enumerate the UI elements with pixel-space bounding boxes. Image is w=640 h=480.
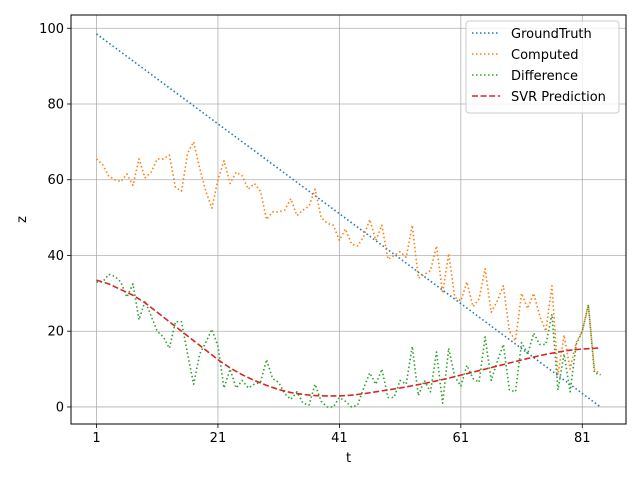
- y-tick-label: 20: [47, 325, 64, 340]
- x-tick-label: 61: [453, 431, 470, 446]
- series-layer: [95, 33, 602, 408]
- legend-label-difference: Difference: [511, 69, 578, 84]
- y-tick-label: 40: [47, 249, 64, 264]
- y-tick-label: 0: [56, 400, 64, 415]
- series-line-groundtruth: [96, 33, 601, 408]
- series-line-svr-prediction: [96, 279, 601, 397]
- x-tick-label: 21: [210, 431, 227, 446]
- plot-frame: [70, 14, 627, 425]
- legend-label-groundtruth: GroundTruth: [511, 27, 592, 42]
- x-axis-label: t: [346, 451, 351, 466]
- series-line-difference: [96, 273, 601, 408]
- y-tick-label: 60: [47, 173, 64, 188]
- y-axis-label: z: [15, 216, 30, 223]
- x-tick-label: 1: [92, 431, 100, 446]
- legend-label-svr-prediction: SVR Prediction: [511, 90, 606, 105]
- axis-ticks: 1 21 41 61 81 0 20 40 60 80 100: [39, 22, 590, 446]
- y-tick-label: 100: [39, 22, 64, 37]
- y-tick-label: 80: [47, 97, 64, 112]
- x-tick-label: 81: [574, 431, 591, 446]
- legend-label-computed: Computed: [511, 48, 579, 63]
- legend-box: [465, 20, 620, 114]
- x-tick-label: 41: [331, 431, 348, 446]
- legend: GroundTruth Computed Difference SVR Predict…: [465, 20, 620, 114]
